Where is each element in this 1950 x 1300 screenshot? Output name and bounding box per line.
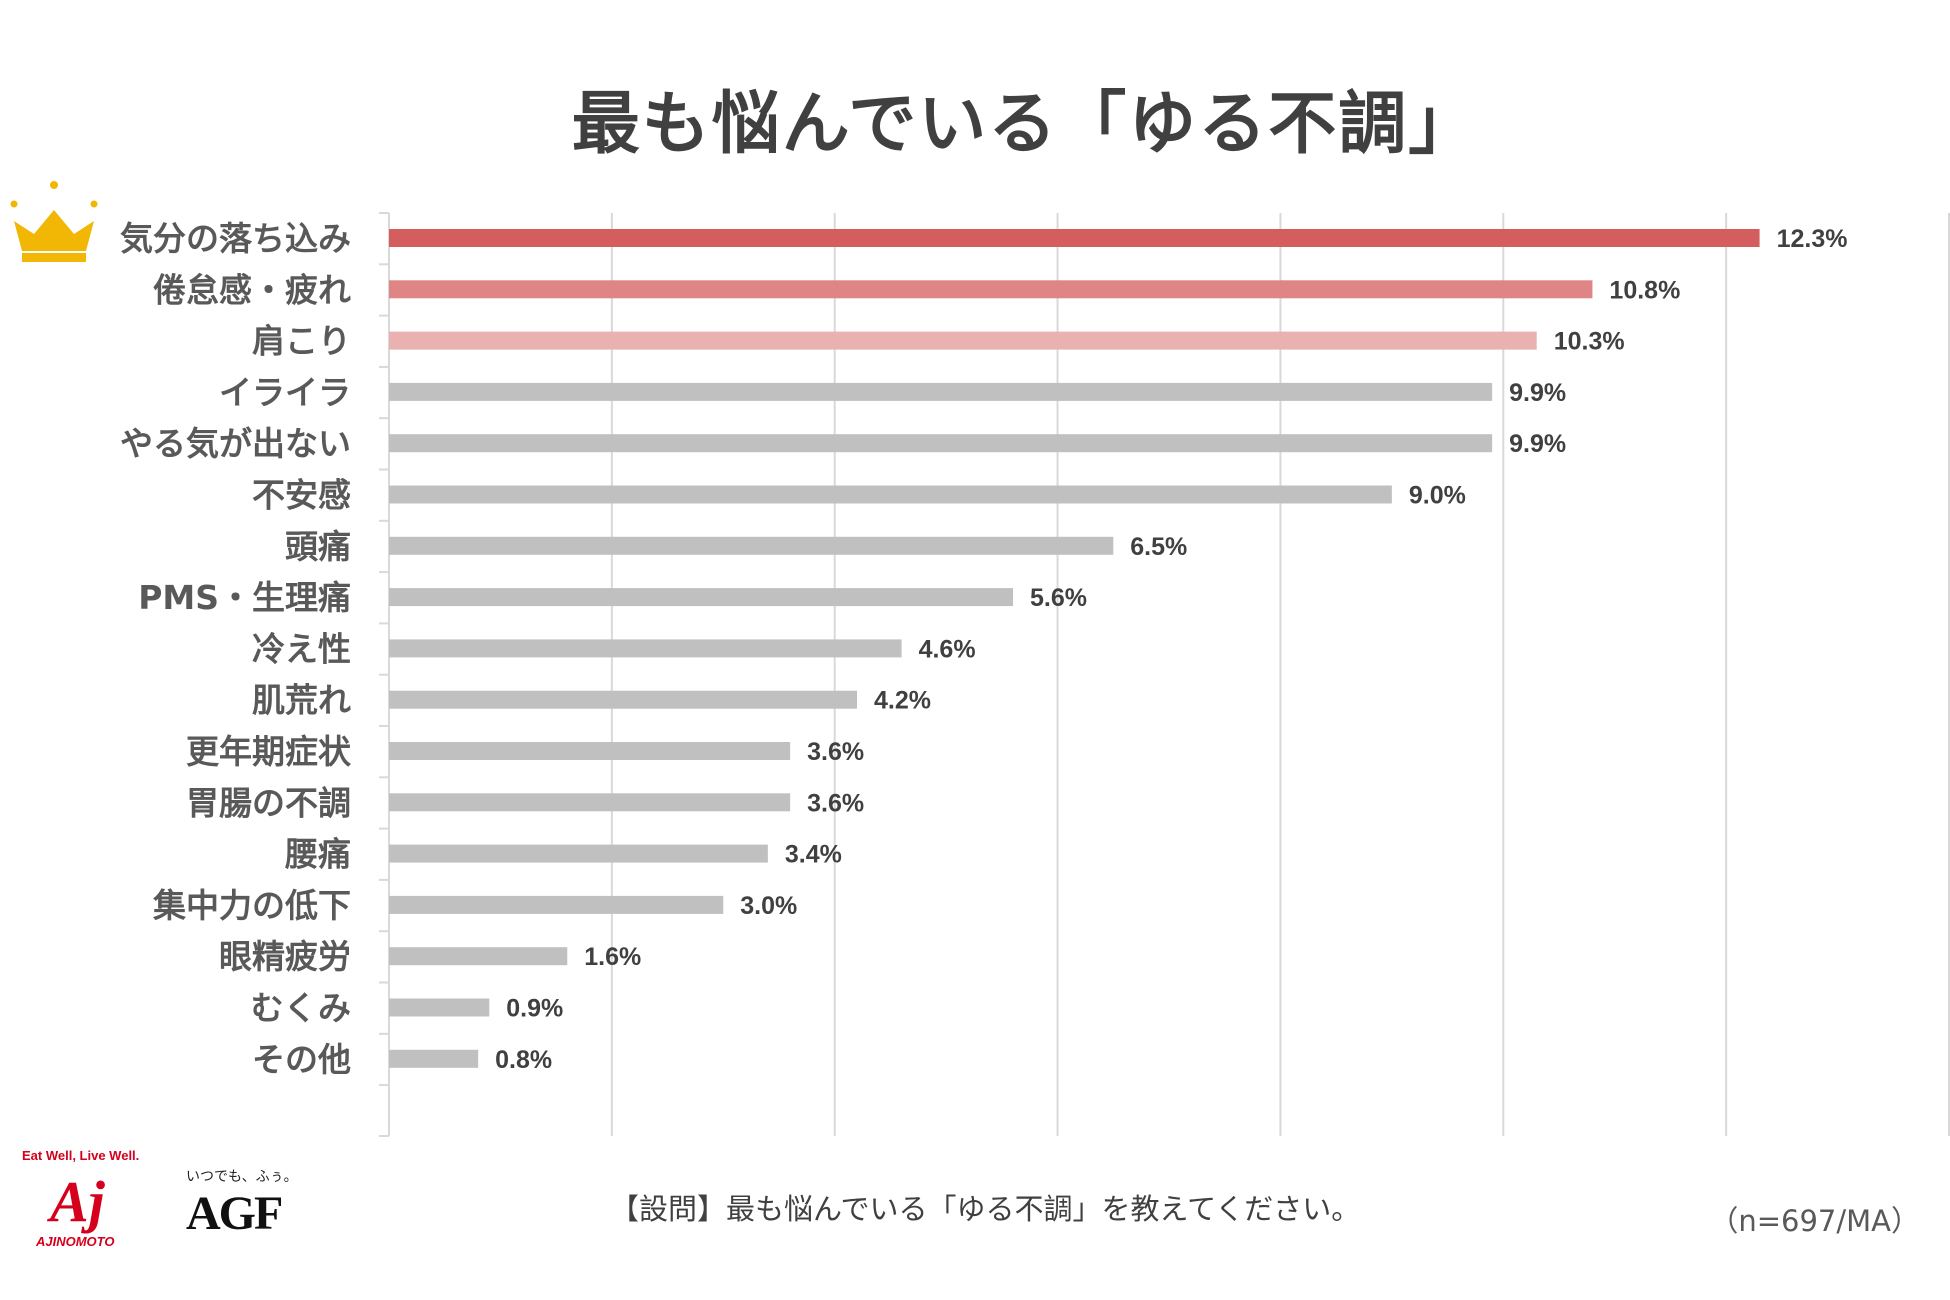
value-label: 6.5% <box>1130 533 1187 561</box>
bar <box>389 588 1013 607</box>
sample-size-note: （n=697/MA） <box>1709 1204 1920 1238</box>
value-label: 0.8% <box>495 1046 552 1074</box>
ajinomoto-mark: Aj <box>50 1169 105 1234</box>
bar <box>389 998 490 1017</box>
bar <box>389 280 1593 299</box>
value-label: 9.9% <box>1509 430 1566 458</box>
category-label: 肌荒れ <box>252 681 351 720</box>
ajinomoto-logo: Eat Well, Live Well. Aj AJINOMOTO <box>22 1148 172 1258</box>
chart-title: 最も悩んでいる「ゆる不調」 <box>571 85 1479 164</box>
bar <box>389 844 768 863</box>
value-label: 9.9% <box>1509 379 1566 407</box>
category-label: 眼精疲労 <box>219 937 351 976</box>
bar <box>389 1049 479 1068</box>
agf-logo: いつでも、ふぅ。 AGF <box>186 1166 306 1256</box>
category-label: 集中力の低下 <box>152 886 351 925</box>
value-label: 10.8% <box>1609 276 1680 304</box>
bar <box>389 742 791 760</box>
bar <box>389 895 724 914</box>
category-label: 肩こり <box>252 322 351 361</box>
ajinomoto-tagline: Eat Well, Live Well. <box>22 1148 140 1163</box>
crown-icon <box>10 181 98 262</box>
value-label: 3.4% <box>785 841 842 869</box>
agf-tagline: いつでも、ふぅ。 <box>186 1169 298 1185</box>
category-label: 更年期症状 <box>186 732 352 771</box>
bar <box>389 639 902 658</box>
category-label: PMS・生理痛 <box>138 578 351 617</box>
category-label: 腰痛 <box>285 835 351 874</box>
bar-chart: 気分の落ち込み 12.3% 倦怠感・疲れ 10.8% 肩こり 10.3% イライラ 9.9% や… <box>10 181 1950 1137</box>
bar <box>389 229 1760 247</box>
bar <box>389 331 1537 350</box>
value-label: 3.0% <box>740 892 797 920</box>
category-label: むくみ <box>251 989 351 1028</box>
value-label: 12.3% <box>1777 225 1848 253</box>
bar <box>389 690 857 709</box>
category-label: イライラ <box>219 373 351 412</box>
value-label: 5.6% <box>1030 584 1087 612</box>
value-label: 1.6% <box>584 943 641 971</box>
value-label: 0.9% <box>506 995 563 1023</box>
category-label: その他 <box>252 1040 351 1079</box>
value-label: 3.6% <box>807 738 864 766</box>
value-label: 10.3% <box>1554 328 1625 356</box>
bar <box>389 485 1392 504</box>
bar <box>389 793 791 812</box>
category-label: 不安感 <box>252 476 351 515</box>
bar <box>389 382 1493 401</box>
category-label: 胃腸の不調 <box>186 783 351 822</box>
category-label: 頭痛 <box>285 527 351 566</box>
value-label: 4.6% <box>919 635 976 663</box>
bar <box>389 947 568 966</box>
agf-mark: AGF <box>186 1187 283 1240</box>
question-text: 【設問】最も悩んでいる「ゆる不調」を教えてください。 <box>610 1192 1361 1226</box>
bar <box>389 536 1114 555</box>
category-label: 気分の落ち込み <box>120 219 351 258</box>
bar <box>389 434 1493 453</box>
category-label: 倦怠感・疲れ <box>153 270 351 309</box>
category-label: やる気が出ない <box>120 424 351 463</box>
ajinomoto-wordmark: AJINOMOTO <box>36 1234 115 1249</box>
value-label: 4.2% <box>874 687 931 715</box>
value-label: 3.6% <box>807 789 864 817</box>
value-label: 9.0% <box>1409 482 1466 510</box>
category-label: 冷え性 <box>252 629 351 668</box>
